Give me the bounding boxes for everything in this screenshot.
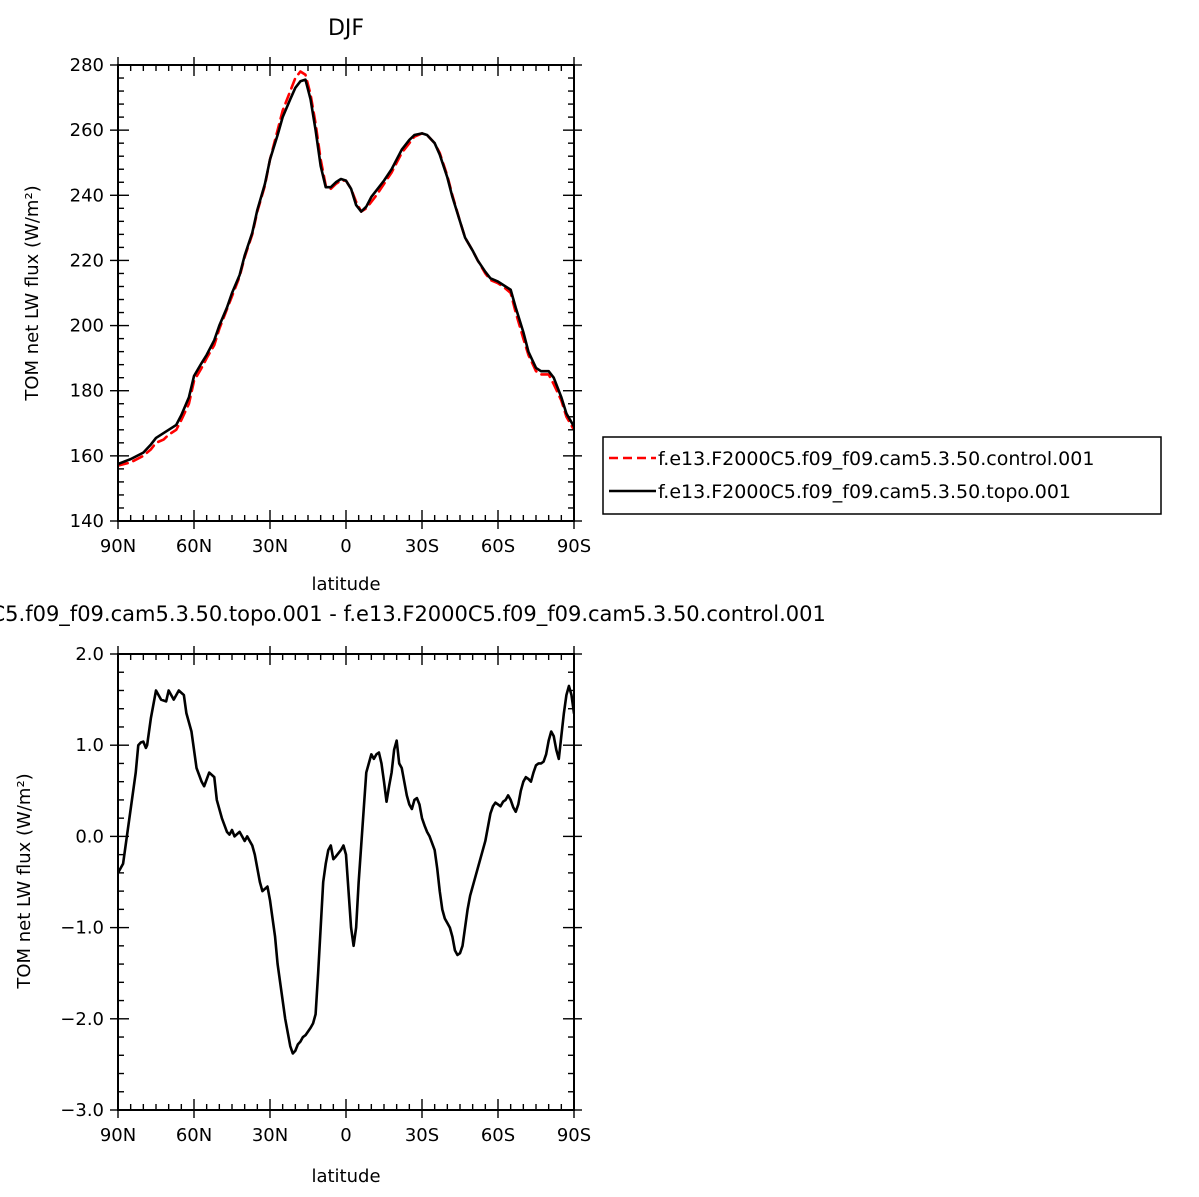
- y-tick-label: 220: [70, 250, 104, 271]
- y-tick-label: 2.0: [75, 644, 104, 665]
- bottom-panel: f.e13.F2000C5.f09_f09.cam5.3.50.topo.001…: [0, 602, 826, 1187]
- x-tick-label: 30N: [252, 1125, 288, 1146]
- y-tick-label: 200: [70, 316, 104, 337]
- y-tick-label: 280: [70, 55, 104, 76]
- x-tick-label: 30S: [405, 536, 439, 557]
- x-tick-label: 0: [340, 536, 351, 557]
- y-tick-label: 140: [70, 511, 104, 532]
- top-x-axis-label: latitude: [311, 574, 380, 595]
- y-tick-label: −1.0: [60, 918, 104, 939]
- x-tick-label: 30S: [405, 1125, 439, 1146]
- x-tick-label: 60N: [176, 1125, 212, 1146]
- y-tick-label: −3.0: [60, 1100, 104, 1121]
- y-tick-label: 160: [70, 446, 104, 467]
- top-panel-title: DJF: [328, 16, 364, 41]
- legend: f.e13.F2000C5.f09_f09.cam5.3.50.control.…: [602, 436, 1162, 515]
- x-tick-label: 90N: [100, 536, 136, 557]
- y-tick-label: −2.0: [60, 1009, 104, 1030]
- x-tick-label: 0: [340, 1125, 351, 1146]
- legend-label-topo: f.e13.F2000C5.f09_f09.cam5.3.50.topo.001: [658, 481, 1071, 503]
- legend-box: [602, 436, 1162, 515]
- x-tick-label: 90S: [557, 1125, 591, 1146]
- top-y-axis-label: TOM net LW flux (W/m²): [22, 185, 43, 401]
- top-plot-area: 90N 60N 30N 0 30S 60S 90S 140 160 180 200 220 240 260…: [70, 55, 592, 557]
- plot-frame: [117, 653, 575, 1111]
- series-line-0-1: [118, 78, 574, 466]
- bottom-panel-title: f.e13.F2000C5.f09_f09.cam5.3.50.topo.001…: [0, 602, 826, 627]
- x-tick-label: 60S: [481, 536, 515, 557]
- y-tick-label: 180: [70, 381, 104, 402]
- legend-label-control: f.e13.F2000C5.f09_f09.cam5.3.50.control.…: [658, 448, 1094, 470]
- bottom-x-axis-label: latitude: [311, 1166, 380, 1187]
- plot-frame: [117, 64, 575, 522]
- bottom-plot-area: 90N 60N 30N 0 30S 60S 90S −3.0 −2.0 −1.0 0.0 1.0 2.0: [60, 644, 591, 1146]
- x-tick-label: 60S: [481, 1125, 515, 1146]
- x-tick-label: 60N: [176, 536, 212, 557]
- x-tick-label: 90S: [557, 536, 591, 557]
- x-tick-label: 30N: [252, 536, 288, 557]
- series-line-1-0: [118, 684, 574, 1055]
- y-tick-label: 260: [70, 120, 104, 141]
- y-tick-label: 240: [70, 185, 104, 206]
- y-tick-label: 1.0: [75, 735, 104, 756]
- top-panel: DJF 90N 60N 30N 0 30S 60S 90S 140 160 180 200 220 24…: [22, 16, 1162, 595]
- x-tick-label: 90N: [100, 1125, 136, 1146]
- bottom-y-axis-label: TOM net LW flux (W/m²): [14, 773, 35, 989]
- y-tick-label: 0.0: [75, 826, 104, 847]
